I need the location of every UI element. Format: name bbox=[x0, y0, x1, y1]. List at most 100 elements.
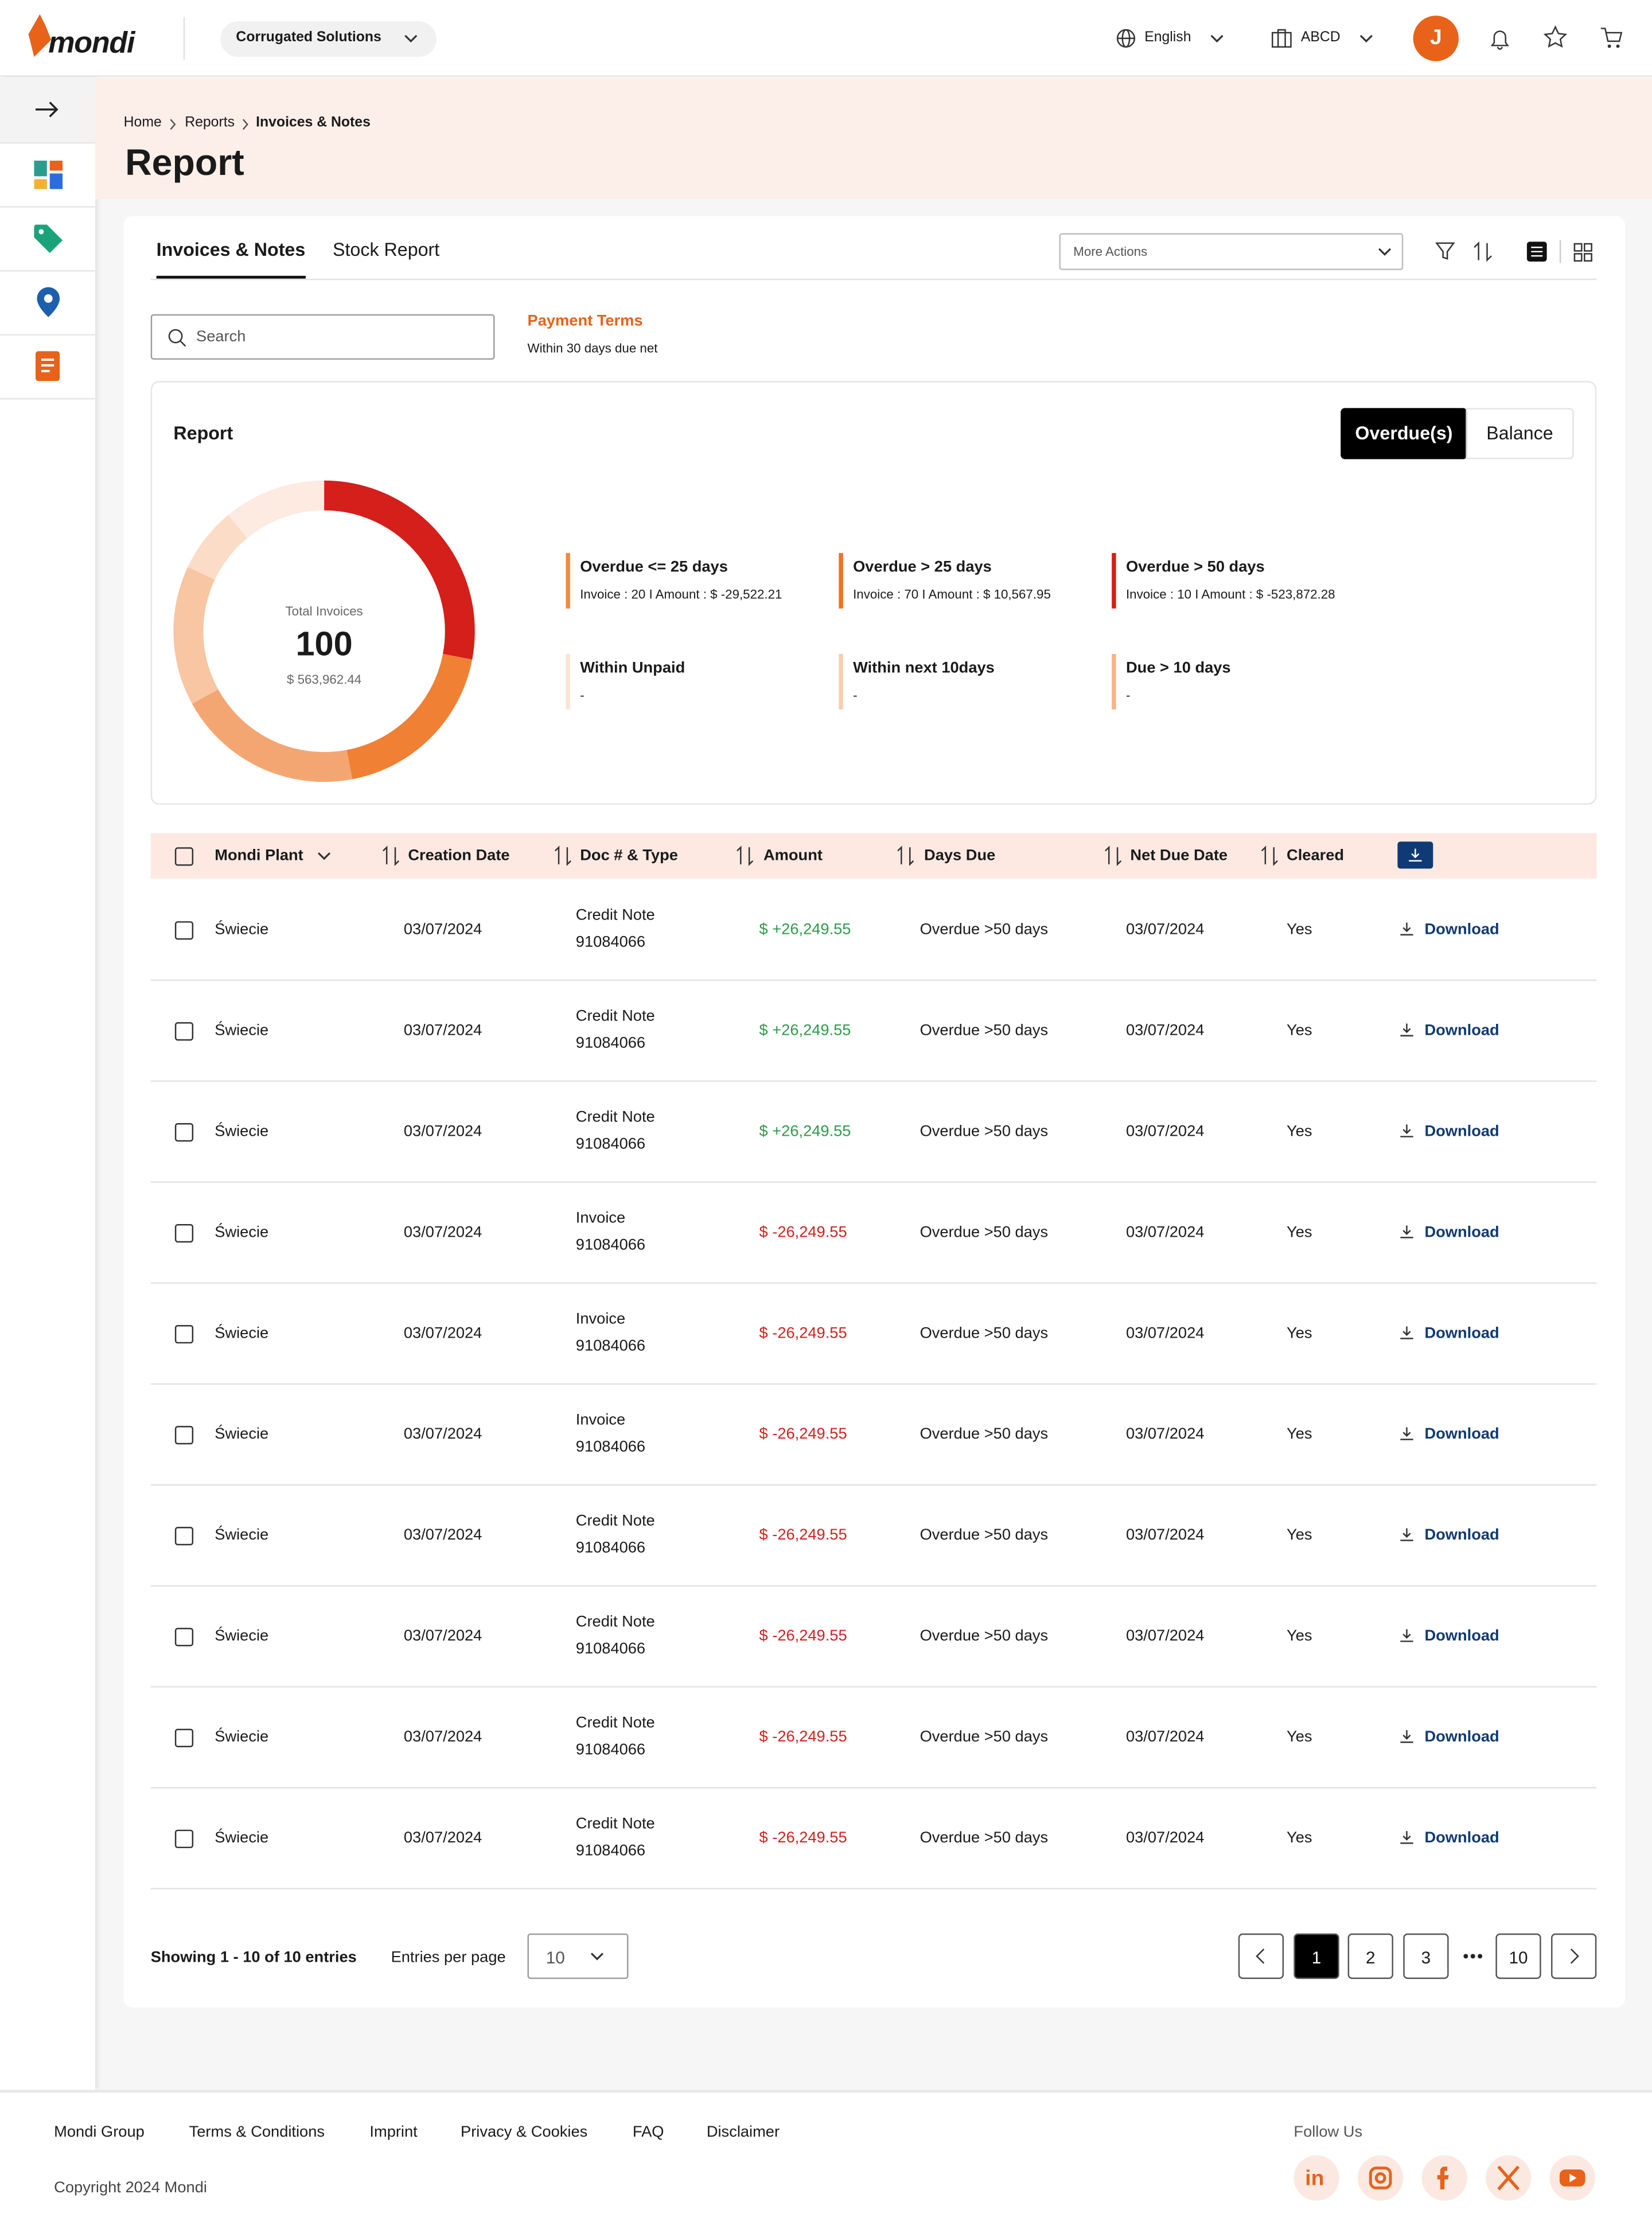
filter-icon[interactable] bbox=[1435, 241, 1455, 260]
checkbox[interactable] bbox=[174, 1829, 194, 1849]
checkbox[interactable] bbox=[174, 1425, 194, 1445]
sort-column-icon[interactable] bbox=[554, 845, 572, 866]
page-button[interactable] bbox=[1403, 1933, 1449, 1979]
page-button-active[interactable] bbox=[1293, 1933, 1339, 1979]
social-icon[interactable] bbox=[1549, 2155, 1595, 2201]
globe-icon[interactable] bbox=[1116, 29, 1136, 49]
avatar[interactable] bbox=[1413, 15, 1459, 61]
social-icon[interactable] bbox=[1357, 2155, 1404, 2201]
tab[interactable]: Stock Report bbox=[332, 239, 440, 260]
download-link[interactable]: Download bbox=[1424, 1728, 1499, 1746]
sort-column-icon[interactable] bbox=[1261, 845, 1278, 866]
catalog-icon[interactable] bbox=[33, 223, 64, 255]
avatar-initial[interactable]: J bbox=[1429, 25, 1442, 50]
checkbox[interactable] bbox=[174, 1022, 194, 1041]
expand-icon[interactable] bbox=[35, 101, 59, 118]
list-view-icon[interactable] bbox=[1526, 241, 1547, 262]
checkbox[interactable] bbox=[174, 847, 194, 866]
sort-column-icon[interactable] bbox=[737, 845, 754, 866]
checkbox[interactable] bbox=[174, 1223, 194, 1243]
chevron-icon[interactable] bbox=[317, 852, 332, 860]
column-header[interactable]: Net Due Date bbox=[1130, 847, 1228, 864]
language-label[interactable]: English bbox=[1144, 30, 1191, 46]
checkbox[interactable] bbox=[174, 1526, 194, 1546]
footer-link[interactable]: FAQ bbox=[632, 2123, 664, 2141]
legend-bar bbox=[1112, 553, 1116, 609]
breadcrumb-link[interactable]: Home bbox=[123, 115, 162, 131]
search-box[interactable] bbox=[150, 314, 495, 360]
download-link[interactable]: Download bbox=[1424, 1829, 1499, 1847]
toggle-balance[interactable] bbox=[1466, 408, 1574, 459]
sort-column-icon[interactable] bbox=[1105, 845, 1122, 866]
grid-view-icon[interactable] bbox=[1573, 243, 1592, 262]
prev-page[interactable] bbox=[1238, 1933, 1284, 1979]
download-link[interactable]: Download bbox=[1424, 1022, 1499, 1039]
dashboard-icon-part bbox=[34, 161, 47, 177]
page-number[interactable]: 1 bbox=[1311, 1947, 1322, 1968]
toggle-overdue-label[interactable]: Overdue(s) bbox=[1355, 422, 1453, 444]
chevron-icon[interactable] bbox=[1359, 34, 1373, 43]
footer-link[interactable]: Privacy & Cookies bbox=[461, 2123, 588, 2141]
checkbox[interactable] bbox=[174, 1627, 194, 1647]
more-actions-label[interactable]: More Actions bbox=[1073, 244, 1148, 259]
download-link[interactable]: Download bbox=[1424, 1123, 1499, 1140]
account-icon[interactable] bbox=[1271, 29, 1292, 49]
reports-icon[interactable] bbox=[35, 351, 61, 383]
page-number[interactable]: 3 bbox=[1421, 1947, 1431, 1968]
social-icon[interactable]: in bbox=[1293, 2155, 1339, 2201]
legend-bar bbox=[839, 553, 843, 609]
cell-doc-number: 91084066 bbox=[575, 1540, 646, 1557]
download-link[interactable]: Download bbox=[1424, 1324, 1499, 1342]
download-link[interactable]: Download bbox=[1424, 1223, 1499, 1241]
footer-link[interactable]: Disclaimer bbox=[706, 2123, 780, 2141]
column-header[interactable]: Mondi Plant bbox=[215, 847, 303, 864]
cart-icon[interactable] bbox=[1599, 27, 1623, 50]
download-link[interactable]: Download bbox=[1424, 1425, 1499, 1443]
footer-link[interactable]: Terms & Conditions bbox=[189, 2123, 325, 2141]
dashboard-icon[interactable] bbox=[34, 161, 63, 189]
tab-active[interactable]: Invoices & Notes bbox=[156, 239, 306, 260]
download-link[interactable]: Download bbox=[1424, 921, 1499, 938]
column-header[interactable]: Days Due bbox=[924, 847, 996, 864]
entries-select[interactable] bbox=[527, 1933, 629, 1979]
page-button[interactable] bbox=[1495, 1933, 1541, 1979]
download-link[interactable]: Download bbox=[1424, 1627, 1499, 1645]
business-unit-select[interactable] bbox=[220, 21, 437, 57]
toggle-balance-label[interactable]: Balance bbox=[1486, 422, 1553, 444]
page-button[interactable] bbox=[1347, 1933, 1393, 1979]
entries-value[interactable]: 10 bbox=[546, 1947, 565, 1968]
column-header[interactable]: Creation Date bbox=[408, 847, 510, 864]
sidebar-separator bbox=[0, 334, 96, 336]
social-icon[interactable] bbox=[1486, 2155, 1532, 2201]
notification-icon[interactable] bbox=[1490, 27, 1510, 50]
chevron-icon[interactable] bbox=[1378, 247, 1392, 256]
account-label[interactable]: ABCD bbox=[1300, 30, 1341, 46]
footer-link[interactable]: Mondi Group bbox=[54, 2123, 145, 2141]
checkbox[interactable] bbox=[174, 1123, 194, 1142]
sort-icon[interactable] bbox=[1473, 241, 1493, 262]
footer-link[interactable]: Imprint bbox=[369, 2123, 418, 2141]
search-placeholder[interactable]: Search bbox=[196, 328, 246, 346]
checkbox[interactable] bbox=[174, 1728, 194, 1748]
chevron-icon[interactable] bbox=[404, 34, 418, 43]
column-header[interactable]: Doc # & Type bbox=[580, 847, 678, 864]
next-page[interactable] bbox=[1551, 1933, 1597, 1979]
social-icon[interactable] bbox=[1421, 2155, 1467, 2201]
breadcrumb-link[interactable]: Reports bbox=[185, 115, 235, 131]
checkbox[interactable] bbox=[174, 1324, 194, 1344]
checkbox[interactable] bbox=[174, 921, 194, 940]
page-number[interactable]: 10 bbox=[1509, 1947, 1528, 1968]
legend-title: Due > 10 days bbox=[1125, 660, 1231, 677]
locations-icon[interactable] bbox=[36, 287, 61, 319]
column-header[interactable]: Amount bbox=[763, 847, 823, 864]
row-divider bbox=[150, 1383, 1597, 1385]
favorites-icon[interactable] bbox=[1543, 25, 1568, 49]
sort-column-icon[interactable] bbox=[897, 845, 914, 866]
chevron-icon[interactable] bbox=[1210, 34, 1224, 43]
chevron-icon[interactable] bbox=[590, 1952, 605, 1961]
toggle-overdue[interactable] bbox=[1341, 408, 1467, 459]
page-number[interactable]: 2 bbox=[1365, 1947, 1376, 1968]
download-link[interactable]: Download bbox=[1424, 1526, 1499, 1544]
more-actions-select[interactable] bbox=[1059, 233, 1404, 270]
sort-column-icon[interactable] bbox=[383, 845, 400, 866]
